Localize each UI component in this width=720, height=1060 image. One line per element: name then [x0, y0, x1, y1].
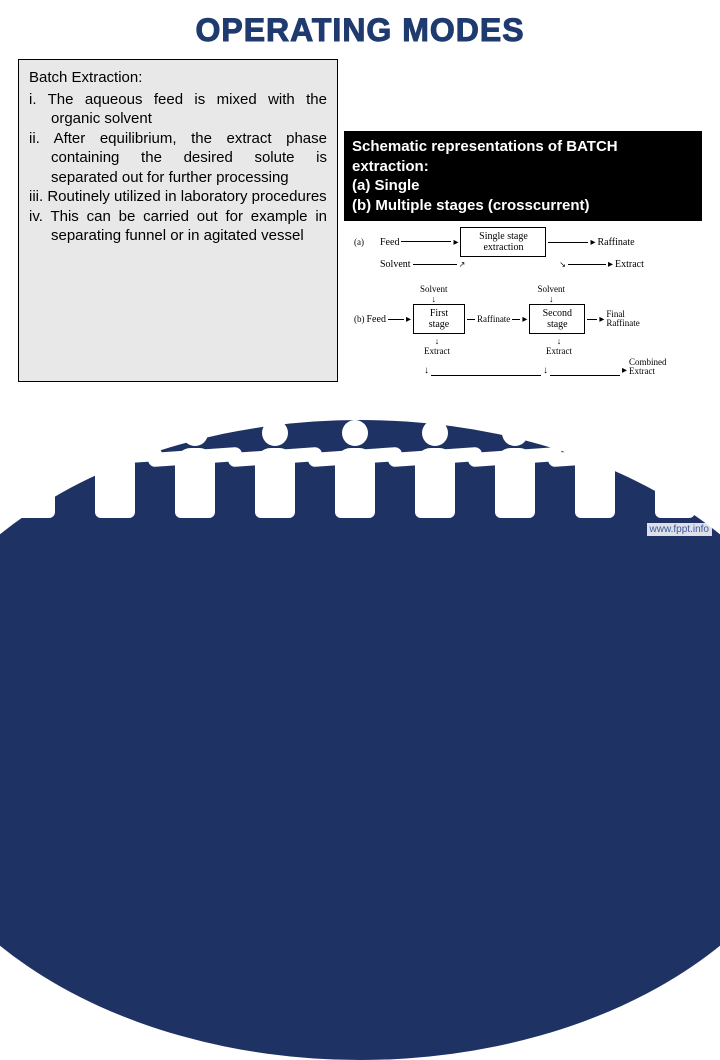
list-item: i. The aqueous feed is mixed with the or…	[29, 90, 327, 129]
right-column: Schematic representations of BATCH extra…	[344, 59, 702, 382]
diagram-tag: (a)	[354, 237, 364, 247]
second-stage-box: Second stage	[529, 304, 585, 334]
batch-extraction-textbox: Batch Extraction: i. The aqueous feed is…	[18, 59, 338, 382]
extract-out-1: ↓Extract	[424, 336, 450, 356]
textbox-heading: Batch Extraction:	[29, 68, 327, 88]
list-item: ii. After equilibrium, the extract phase…	[29, 129, 327, 188]
raffinate-mid-label: Raffinate	[477, 314, 510, 324]
feed-label: Feed	[367, 314, 386, 325]
list-item: iv. This can be carried out for example …	[29, 207, 327, 246]
list-item: iii. Routinely utilized in laboratory pr…	[29, 187, 327, 207]
solvent-in-1: Solvent↓	[420, 284, 448, 304]
textbox-list: i. The aqueous feed is mixed with the or…	[29, 90, 327, 246]
caption-box: Schematic representations of BATCH extra…	[344, 131, 702, 221]
caption-line: (b) Multiple stages (crosscurrent)	[352, 196, 694, 216]
final-raffinate-label: Final Raffinate	[606, 310, 650, 328]
solvent-in-2: Solvent↓	[538, 284, 566, 304]
diagram-area: (a) Feed ▸ Single stage extraction ▸ Raf…	[344, 221, 702, 382]
feed-label: Feed	[380, 237, 399, 248]
diagram-tag: (b)	[354, 314, 365, 324]
first-stage-box: First stage	[413, 304, 465, 334]
watermark: www.fppt.info	[647, 523, 712, 536]
single-stage-box: Single stage extraction	[460, 227, 546, 257]
page-title: OPERATING MODES	[0, 0, 720, 49]
diagram-a: (a) Feed ▸ Single stage extraction ▸ Raf…	[354, 227, 698, 270]
extract-out-2: ↓Extract	[546, 336, 572, 356]
combined-extract-label: Combined Extract	[629, 358, 679, 376]
extract-label: Extract	[615, 259, 644, 270]
diagram-b: Solvent↓ Solvent↓ (b) Feed ▸ First stage…	[354, 284, 698, 376]
caption-line: (a) Single	[352, 176, 694, 196]
raffinate-label: Raffinate	[598, 237, 635, 248]
content-row: Batch Extraction: i. The aqueous feed is…	[0, 59, 720, 382]
caption-line: Schematic representations of BATCH extra…	[352, 137, 694, 176]
people-silhouette-bg	[0, 380, 720, 540]
solvent-label: Solvent	[380, 259, 411, 270]
